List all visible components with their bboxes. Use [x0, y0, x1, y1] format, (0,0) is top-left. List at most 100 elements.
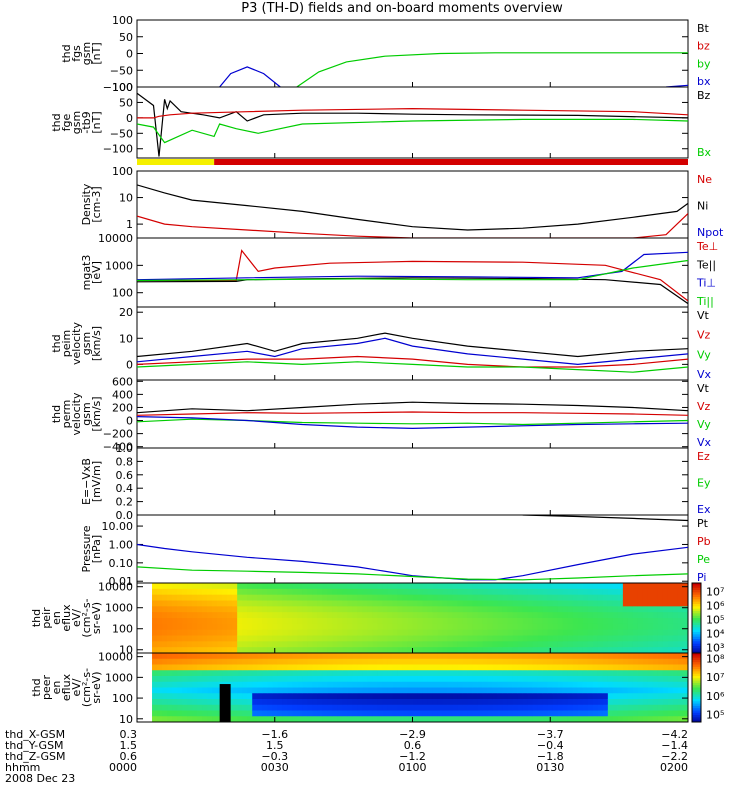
spectrogram-cell: [167, 658, 173, 665]
spectrogram-cell: [227, 629, 233, 636]
spectrogram-cell: [552, 653, 559, 660]
spectrogram-cell: [567, 710, 574, 717]
spectrogram-cell: [667, 676, 674, 683]
spectrogram-cell: [622, 710, 629, 717]
spectrogram-cell: [352, 710, 358, 717]
spectrogram-cell: [442, 676, 449, 683]
spectrogram-cell: [557, 693, 564, 700]
spectrogram-cell: [562, 606, 569, 613]
spectrogram-cell: [462, 716, 469, 723]
spectrogram-cell: [507, 676, 514, 683]
spectrogram-cell: [422, 635, 429, 642]
y-axis-label: sr-eV): [90, 602, 103, 634]
spectrogram-cell: [452, 606, 459, 613]
spectrogram-cell: [667, 600, 674, 607]
spectrogram-cell: [652, 681, 659, 688]
spectrogram-cell: [372, 583, 378, 590]
spectrogram-cell: [307, 664, 313, 671]
y-axis-label: fgs: [70, 45, 83, 62]
spectrogram-cell: [357, 681, 363, 688]
spectrogram-cell: [417, 612, 424, 619]
spectrogram-cell: [452, 588, 459, 596]
spectrogram-cell: [327, 670, 333, 677]
spectrogram-cell: [607, 653, 614, 660]
spectrogram-cell: [152, 600, 158, 607]
spectrogram-cell: [247, 710, 253, 717]
colorbar-step: [692, 646, 701, 649]
spectrogram-cell: [552, 687, 559, 694]
spectrogram-cell: [462, 664, 469, 671]
spectrogram-cell: [267, 653, 273, 660]
colorbar-step: [692, 659, 701, 663]
spectrogram-cell: [217, 588, 223, 596]
spectrogram-cell: [622, 693, 629, 700]
spectrogram-cell: [342, 687, 348, 694]
spectrogram-cell: [517, 687, 524, 694]
spectrogram-cell: [422, 681, 429, 688]
y-tick-label: 0.4: [116, 482, 134, 495]
spectrogram-cell: [562, 583, 569, 590]
spectrogram-cell: [542, 600, 549, 607]
spectrogram-cell: [492, 623, 499, 631]
colorbar-step: [692, 655, 701, 659]
spectrogram-cell: [317, 658, 323, 665]
spectrogram-cell: [157, 583, 163, 590]
spectrogram-cell: [557, 647, 564, 654]
spectrogram-cell: [642, 693, 649, 700]
spectrogram-cell: [367, 600, 373, 607]
spectrogram-cell: [567, 653, 574, 660]
spectrogram-cell: [262, 653, 268, 660]
spectrogram-cell: [537, 623, 544, 631]
legend-entry: Vt: [697, 382, 710, 395]
spectrogram-cell: [392, 641, 398, 648]
spectrogram-cell: [562, 664, 569, 671]
spectrogram-cell: [247, 699, 253, 706]
spectrogram-cell: [312, 664, 318, 671]
spectrogram-cell: [452, 612, 459, 619]
spectrogram-cell: [212, 583, 218, 590]
spectrogram-cell: [627, 612, 634, 619]
spectrogram-cell: [502, 641, 509, 648]
spectrogram-cell: [462, 699, 469, 706]
spectrogram-cell: [637, 676, 644, 683]
spectrogram-cell: [312, 676, 318, 683]
spectrogram-cell: [652, 710, 659, 717]
spectrogram-cell: [147, 710, 153, 717]
spectrogram-cell: [662, 606, 669, 613]
spectrogram-cell: [602, 676, 609, 683]
spectrogram-cell: [582, 716, 589, 723]
spectrogram-cell: [427, 699, 434, 706]
spectrogram-cell: [317, 635, 323, 642]
spectrogram-cell: [642, 676, 649, 683]
spectrogram-cell: [387, 664, 393, 671]
spectrogram-cell: [142, 716, 148, 723]
spectrogram-cell: [152, 583, 158, 590]
spectrogram-cell: [257, 635, 263, 642]
spectrogram-cell: [292, 594, 298, 601]
spectrogram-cell: [212, 623, 218, 631]
spectrogram-cell: [162, 606, 168, 613]
spectrogram-cell: [317, 600, 323, 607]
spectrogram-cell: [372, 664, 378, 671]
spectrogram-cell: [322, 693, 328, 700]
spectrogram-cell: [262, 693, 268, 700]
spectrogram-cell: [572, 647, 579, 654]
spectrogram-cell: [397, 583, 403, 590]
spectrogram-cell: [407, 600, 413, 607]
spectrogram-cell: [592, 635, 599, 642]
colorbar-step: [692, 710, 701, 714]
spectrogram-cell: [662, 670, 669, 677]
spectrogram-cell: [587, 658, 594, 665]
spectrogram-cell: [162, 704, 168, 711]
spectrogram-cell: [502, 583, 509, 590]
spectrogram-cell: [427, 710, 434, 717]
spectrogram-cell: [162, 594, 168, 601]
spectrogram-cell: [582, 618, 589, 625]
spectrogram-cell: [362, 588, 368, 596]
spectrogram-cell: [527, 670, 534, 677]
y-tick-label: −50: [110, 64, 133, 77]
spectrogram-cell: [522, 629, 529, 636]
spectrogram-cell: [297, 658, 303, 665]
spectrogram-cell: [427, 676, 434, 683]
spectrogram-cell: [322, 699, 328, 706]
